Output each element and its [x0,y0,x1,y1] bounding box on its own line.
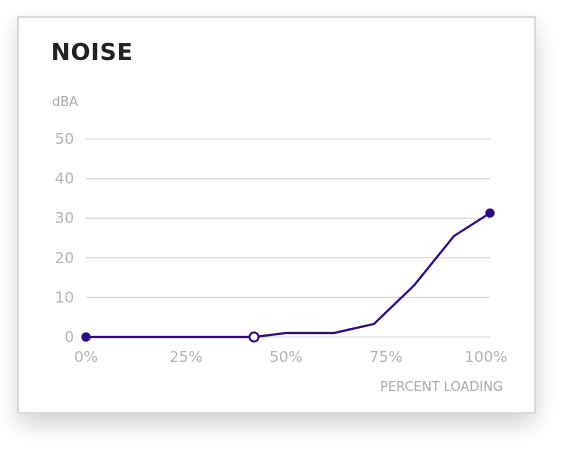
data-point-2 [485,208,495,218]
x-tick-label-25: 25% [169,348,202,366]
chart-card: NOISE [17,16,536,414]
y-axis-unit-label: dBA [52,95,78,110]
y-tick-label-20: 20 [55,249,74,267]
x-tick-label-50: 50% [269,348,302,366]
x-tick-label-0: 0% [74,348,98,366]
series-group [84,212,492,339]
series-line-0 [84,212,492,339]
y-tick-label-10: 10 [55,288,74,306]
y-tick-labels: 0 10 20 30 40 50 [55,130,74,346]
x-axis-label: PERCENT LOADING [380,380,503,395]
grid-lines [86,138,490,338]
data-point-1 [248,331,260,343]
y-tick-label-50: 50 [55,130,74,148]
x-tick-label-75: 75% [369,348,402,366]
chart-title: NOISE [51,40,134,66]
y-tick-label-40: 40 [55,170,74,188]
y-tick-label-0: 0 [64,328,74,346]
x-tick-label-100: 100% [465,348,508,366]
markers-group [81,208,495,343]
data-point-0 [81,332,91,342]
y-tick-label-30: 30 [55,209,74,227]
x-tick-labels: 0% 25% 50% 75% 100% [74,348,507,366]
